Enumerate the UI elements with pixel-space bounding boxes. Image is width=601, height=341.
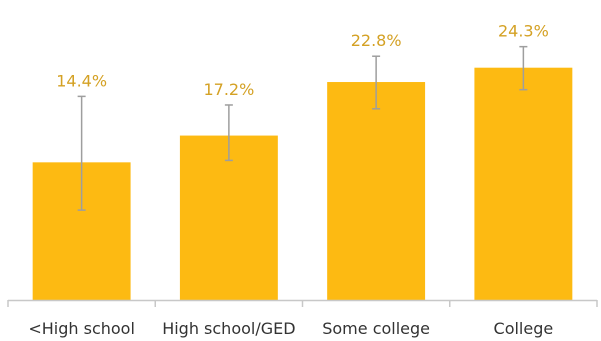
category-labels-group: <High school High school/GED Some college C… xyxy=(28,319,553,338)
bars-group xyxy=(32,67,573,300)
category-label: <High school xyxy=(28,319,135,338)
value-label: 17.2% xyxy=(203,80,254,99)
error-bars-group xyxy=(77,45,528,211)
bar xyxy=(474,67,573,300)
value-label: 24.3% xyxy=(498,22,549,41)
category-label: College xyxy=(494,319,554,338)
category-label: Some college xyxy=(322,319,430,338)
error-bar xyxy=(224,104,233,162)
bar xyxy=(179,135,278,300)
error-bar xyxy=(519,45,528,91)
value-labels-group: 14.4% 17.2% 22.8% 24.3% xyxy=(56,22,549,99)
error-bar xyxy=(77,95,86,211)
value-label: 14.4% xyxy=(56,71,107,90)
category-label: High school/GED xyxy=(162,319,295,338)
x-axis xyxy=(7,299,598,307)
bar xyxy=(327,82,426,300)
error-bar xyxy=(372,55,381,110)
value-label: 22.8% xyxy=(351,31,402,50)
